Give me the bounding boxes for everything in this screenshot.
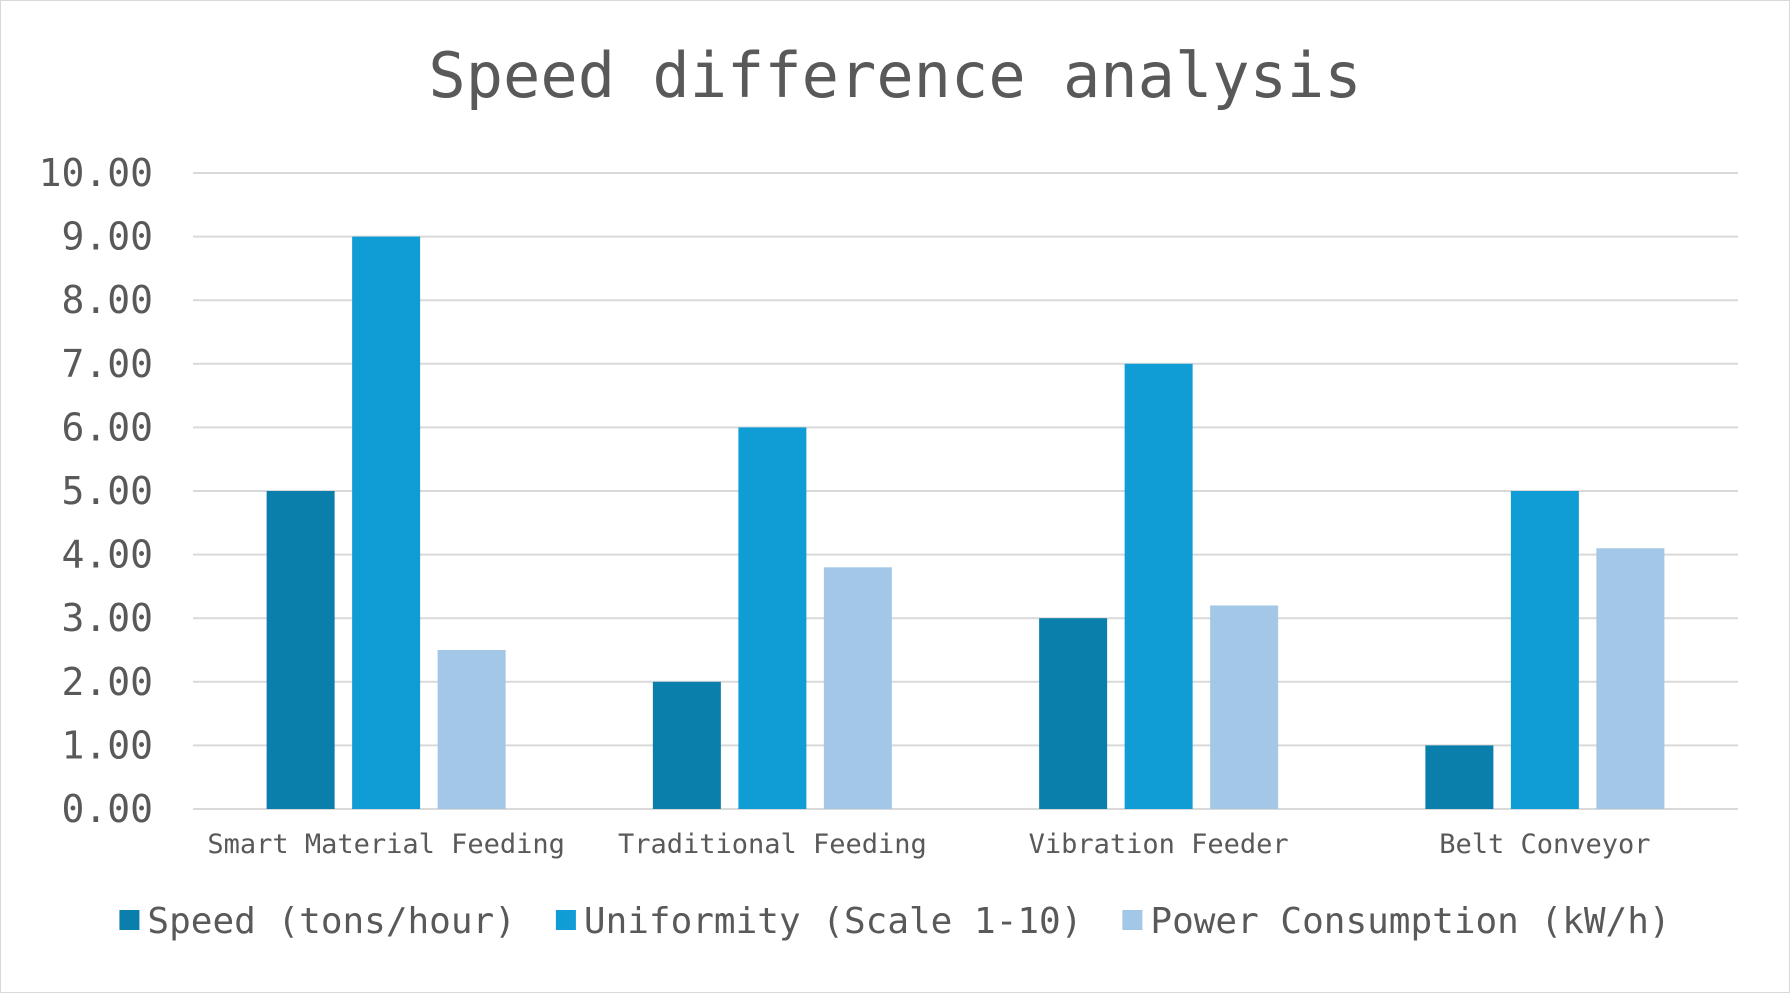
- grid-lines: [193, 172, 1738, 810]
- bars: [266, 236, 1665, 810]
- bar: [1510, 491, 1579, 809]
- legend-label: Uniformity (Scale 1-10): [584, 901, 1083, 942]
- y-tick-label: 0.00: [61, 787, 153, 831]
- y-tick-label: 8.00: [61, 278, 153, 322]
- x-category-label: Smart Material Feeding: [207, 829, 565, 860]
- legend-label: Speed (tons/hour): [147, 901, 515, 942]
- y-tick-label: 3.00: [61, 596, 153, 640]
- bar: [352, 236, 421, 810]
- x-category-label: Vibration Feeder: [1029, 829, 1289, 860]
- y-tick-label: 9.00: [61, 215, 153, 259]
- legend-swatch: [119, 910, 140, 930]
- bar: [1425, 745, 1494, 809]
- bar: [738, 427, 807, 809]
- bar: [1596, 548, 1665, 809]
- bar: [266, 491, 335, 809]
- y-tick-label: 4.00: [61, 533, 153, 577]
- bar: [823, 567, 892, 809]
- legend-swatch: [555, 910, 576, 930]
- x-category-label: Belt Conveyor: [1439, 829, 1650, 860]
- legend-swatch: [1122, 910, 1143, 930]
- y-tick-label: 5.00: [61, 469, 153, 513]
- bar: [652, 681, 721, 809]
- y-axis-ticks: 0.00 1.00 2.00 3.00 4.00 5.00 6.00 7.00 8.00 9.00…: [39, 151, 153, 831]
- x-category-label: Traditional Feeding: [618, 829, 927, 860]
- bar: [1124, 363, 1193, 809]
- bar: [437, 650, 506, 809]
- bar: [1210, 605, 1279, 809]
- x-axis-categories: Smart Material Feeding Traditional Feedin…: [207, 829, 1650, 860]
- y-tick-label: 1.00: [61, 723, 153, 767]
- legend-label: Power Consumption (kW/h): [1150, 901, 1670, 942]
- y-tick-label: 6.00: [61, 405, 153, 449]
- y-tick-label: 10.00: [39, 151, 153, 195]
- chart-title: Speed difference analysis: [428, 39, 1361, 112]
- bar: [1039, 618, 1108, 809]
- y-tick-label: 2.00: [61, 660, 153, 704]
- legend: Speed (tons/hour) Uniformity (Scale 1-10)…: [119, 901, 1671, 942]
- y-tick-label: 7.00: [61, 342, 153, 386]
